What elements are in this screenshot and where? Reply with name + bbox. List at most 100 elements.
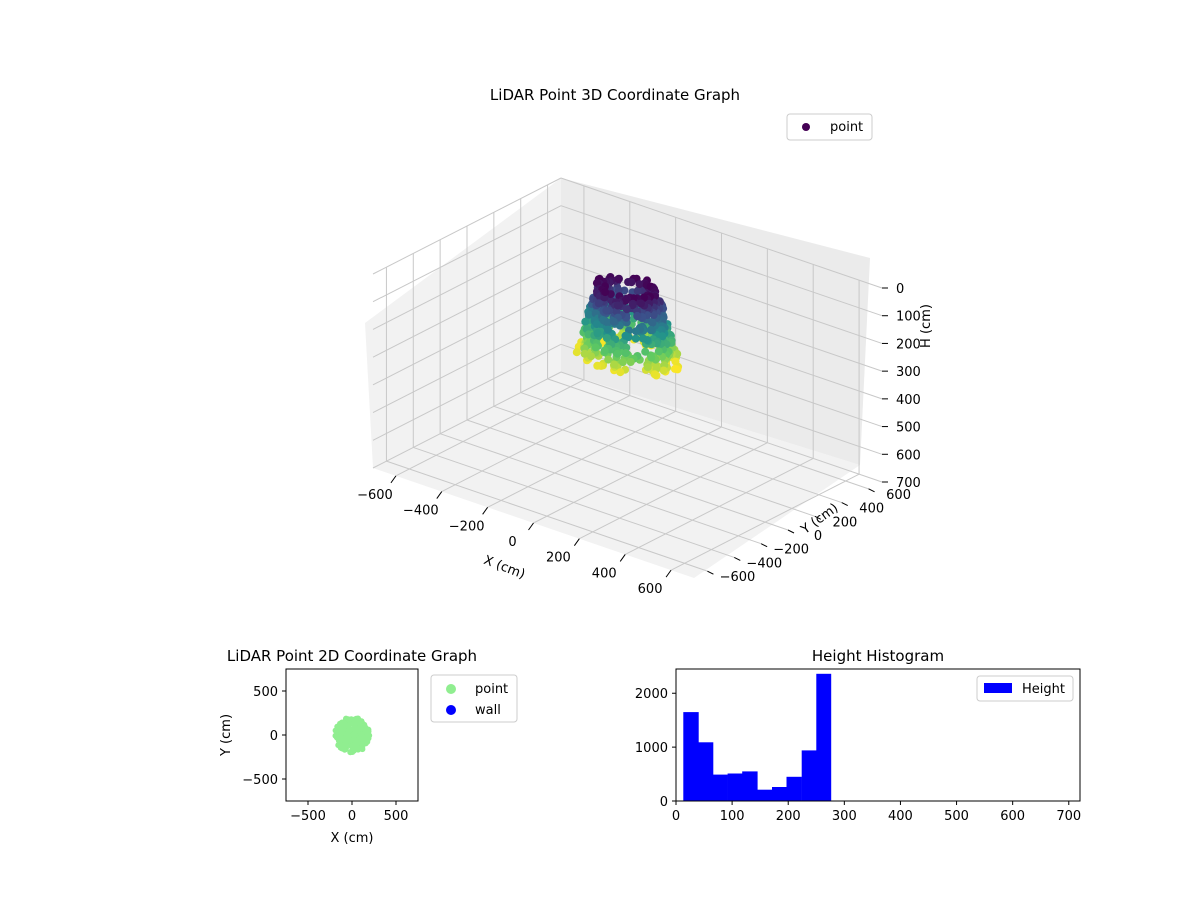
- point-3d: [624, 278, 633, 286]
- histogram-bar: [786, 776, 802, 801]
- point-2d: [351, 741, 358, 748]
- x-tick-3d: [390, 475, 397, 484]
- z-tick-label-3d: 700: [896, 476, 921, 491]
- point-3d: [635, 280, 644, 289]
- y-tick-3d: [868, 488, 875, 493]
- legend-3d-marker-point: [802, 123, 810, 131]
- point-3d: [658, 332, 667, 341]
- y-tick-3d: [734, 556, 741, 561]
- grid-left-z: [372, 371, 562, 469]
- point-3d: [602, 306, 611, 315]
- point-2d: [365, 728, 372, 735]
- point-3d: [643, 363, 652, 372]
- point-3d: [633, 286, 642, 295]
- point-3d: [649, 311, 658, 319]
- histogram-bar: [757, 789, 773, 801]
- grid-floor-y: [547, 378, 869, 490]
- histogram-bar: [816, 673, 832, 801]
- y-tick-label-3d: 400: [859, 502, 884, 517]
- ticks-3d: −600−400−2000200400600−600−400−200020040…: [357, 282, 921, 597]
- legend-3d-box: [786, 113, 873, 141]
- point-3d: [632, 327, 640, 336]
- y-tick-label-3d: −400: [746, 556, 782, 571]
- y-tick-label-histogram: 0: [660, 795, 668, 810]
- y-tick-3d: [841, 502, 848, 507]
- y-tick-3d: [814, 515, 822, 520]
- point-3d: [616, 368, 625, 377]
- point-3d: [593, 361, 602, 370]
- point-2d: [359, 746, 366, 753]
- histogram-bar: [727, 773, 743, 801]
- grid-floor-y: [466, 419, 789, 531]
- point-3d: [670, 364, 679, 373]
- y-tick-label-2d: 0: [270, 729, 278, 744]
- grid-left-z: [372, 288, 562, 386]
- y-tick-3d: [787, 529, 795, 534]
- y-tick-label-3d: 0: [814, 529, 822, 544]
- point-2d: [346, 716, 353, 723]
- point-2d: [359, 733, 366, 740]
- chart-3d-scatter: LiDAR Point 3D Coordinate Graph −600−400…: [357, 86, 934, 597]
- legend-3d: point: [786, 113, 873, 141]
- y-tick-label-3d: −200: [773, 543, 809, 558]
- points-3d: [572, 273, 683, 380]
- points-2d: [332, 715, 373, 756]
- grid-left-z: [372, 316, 562, 414]
- point-3d: [601, 288, 610, 297]
- histogram-bars: [683, 673, 832, 801]
- point-3d: [614, 275, 623, 284]
- legend-histogram-box: [976, 675, 1074, 702]
- point-3d: [587, 352, 596, 361]
- point-3d: [604, 318, 612, 327]
- point-3d: [621, 349, 630, 358]
- legend-2d-label-point: point: [475, 682, 508, 697]
- z-tick-label-3d: 600: [896, 448, 921, 463]
- grid-floor-y: [386, 460, 708, 572]
- point-3d: [602, 334, 611, 342]
- y-tick-3d: [707, 570, 714, 575]
- grid-back-z: [560, 371, 883, 483]
- y-tick-label-3d: 600: [886, 488, 911, 503]
- x-axis-label-2d: X (cm): [331, 831, 374, 846]
- point-3d: [621, 296, 630, 305]
- point-3d: [647, 353, 656, 362]
- ticks-2d: −500 0 500 −500 0 500: [242, 685, 408, 824]
- point-3d: [604, 355, 613, 364]
- z-tick-label-3d: 0: [896, 282, 904, 297]
- legend-histogram-swatch: [984, 683, 1012, 693]
- point-2d: [350, 731, 357, 738]
- y-axis-label-2d: Y (cm): [219, 714, 234, 757]
- histogram-bar: [742, 771, 758, 801]
- chart-2d-title: LiDAR Point 2D Coordinate Graph: [227, 647, 477, 665]
- histogram-ticks: 0 100 200 300 400 500 600 700 0 1000 2000: [635, 687, 1081, 824]
- x-tick-label-histogram: 100: [720, 809, 745, 824]
- grid-back-z: [560, 232, 883, 344]
- point-3d: [640, 293, 648, 302]
- x-tick-3d: [665, 569, 672, 578]
- grid-floor-y: [493, 405, 816, 517]
- point-2d: [345, 723, 352, 730]
- point-3d: [604, 325, 612, 334]
- pane-left-wall: [365, 178, 561, 468]
- x-tick-3d: [482, 506, 489, 515]
- histogram-bar: [801, 750, 817, 801]
- point-2d: [341, 746, 348, 753]
- x-tick-label-histogram: 600: [1000, 809, 1025, 824]
- point-3d: [650, 370, 659, 379]
- x-tick-label-histogram: 400: [888, 809, 913, 824]
- x-tick-label-3d: 200: [546, 551, 571, 566]
- point-3d: [572, 348, 581, 357]
- chart-2d-scatter: LiDAR Point 2D Coordinate Graph −500 0 500…: [219, 647, 518, 846]
- histogram-bar: [683, 712, 699, 801]
- point-3d: [591, 343, 600, 352]
- histogram-bar: [713, 774, 728, 801]
- grid-left-z: [372, 343, 562, 441]
- point-3d: [631, 334, 640, 343]
- x-tick-label-3d: −200: [449, 519, 485, 534]
- point-3d: [613, 349, 622, 358]
- point-3d: [613, 301, 622, 310]
- y-tick-3d: [760, 543, 768, 548]
- x-tick-label-3d: −400: [403, 504, 439, 519]
- z-tick-label-3d: 100: [896, 310, 921, 325]
